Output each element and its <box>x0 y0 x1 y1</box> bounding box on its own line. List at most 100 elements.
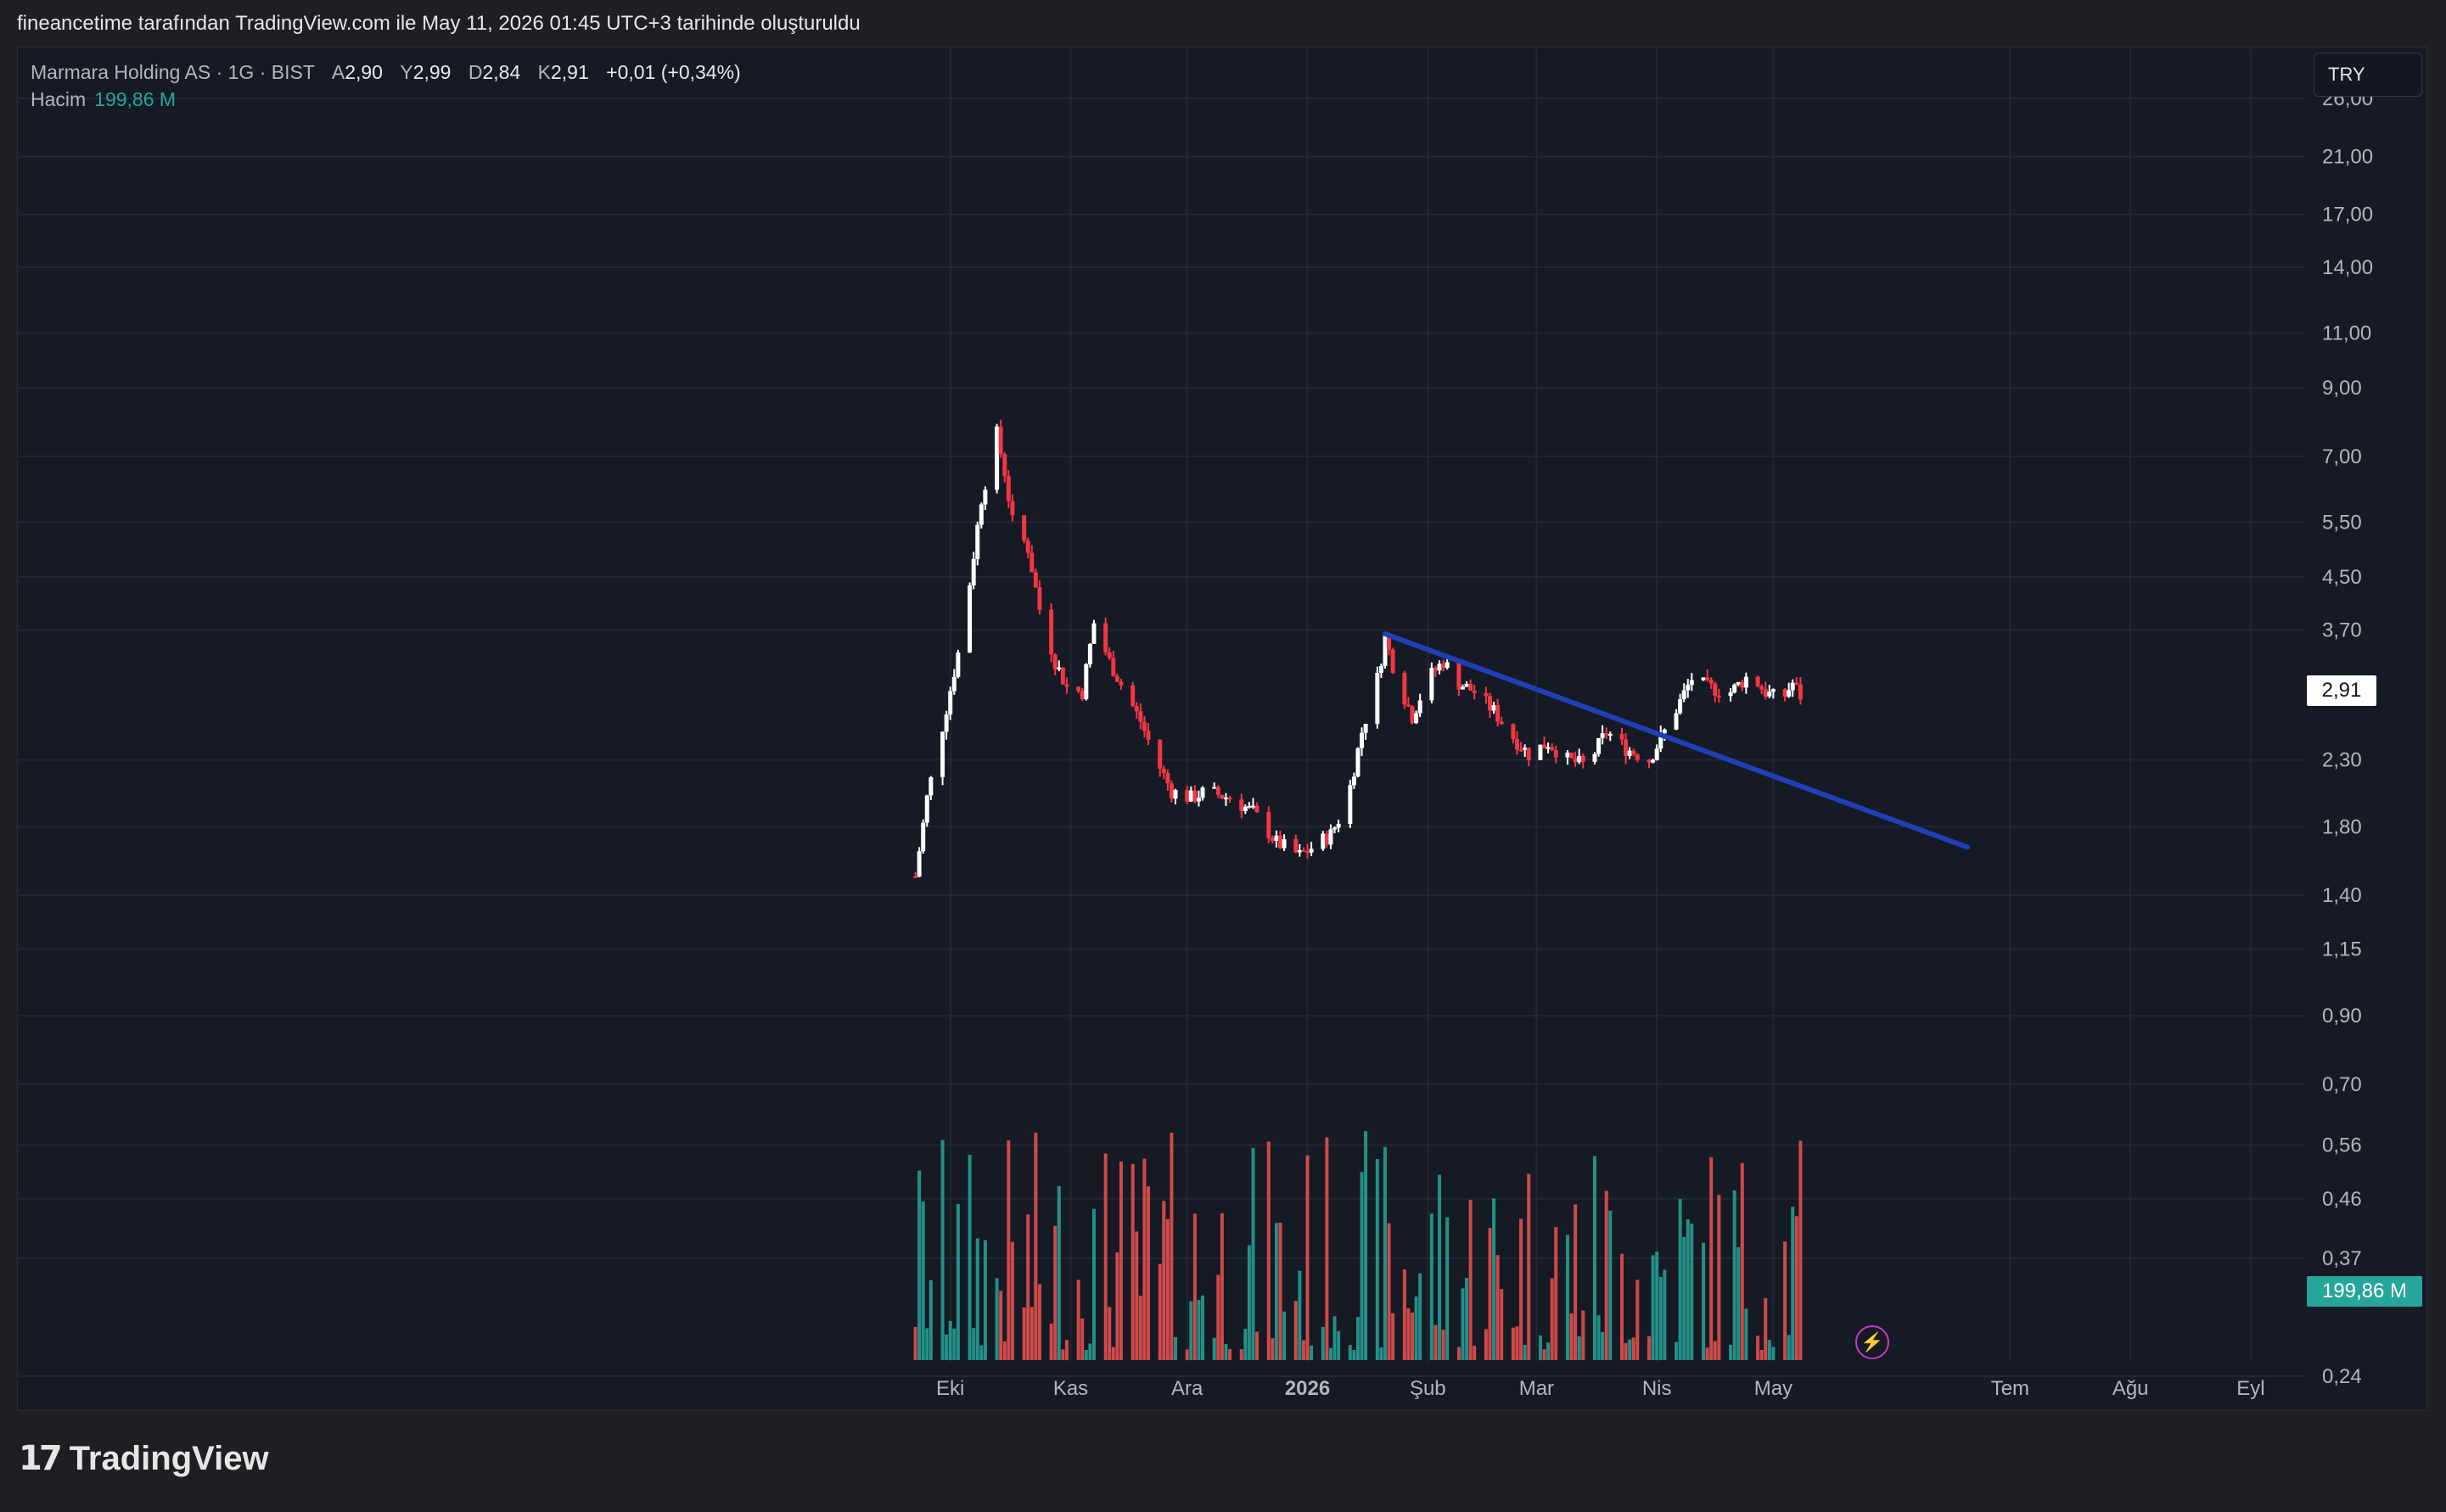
volume-bar <box>1037 1284 1041 1360</box>
volume-bar <box>1414 1296 1418 1360</box>
volume-bar <box>1438 1174 1442 1360</box>
symbol-legend: Marmara Holding AS · 1G · BIST A2,90 Y2,… <box>31 61 741 84</box>
volume-bar <box>983 1240 987 1360</box>
volume-bar <box>1791 1207 1795 1360</box>
volume-bar <box>1581 1310 1585 1360</box>
volume-bar <box>1740 1162 1744 1360</box>
volume-bar <box>1732 1190 1736 1360</box>
candle-body <box>1305 851 1310 854</box>
candle-body <box>1437 664 1442 671</box>
volume-bar <box>1337 1330 1341 1360</box>
volume-label[interactable]: Hacim <box>31 88 87 110</box>
tradingview-logo[interactable]: 17 TradingView <box>19 1439 269 1478</box>
volume-bar <box>1663 1269 1667 1360</box>
volume-bar <box>1274 1223 1278 1360</box>
volume-bar <box>1298 1270 1302 1360</box>
volume-bar <box>913 1326 917 1360</box>
candle-body <box>1678 699 1683 714</box>
volume-bar <box>925 1328 929 1360</box>
candle-body <box>1378 665 1383 673</box>
volume-bar <box>999 1291 1003 1360</box>
candle-body <box>1321 833 1326 849</box>
volume-bar <box>1631 1337 1635 1360</box>
volume-bar <box>1542 1349 1546 1360</box>
volume-bar <box>1115 1252 1119 1360</box>
volume-bar <box>1402 1269 1406 1360</box>
y-tick-label: 0,24 <box>2322 1365 2362 1388</box>
candle-body <box>1484 692 1489 697</box>
x-tick-label: 2026 <box>1285 1377 1330 1400</box>
candle-body <box>951 676 957 692</box>
volume-bar <box>1658 1276 1663 1360</box>
candle-body <box>917 851 922 877</box>
chart-caption: fineancetime tarafından TradingView.com … <box>17 12 861 35</box>
candle-body <box>1511 724 1516 740</box>
candle-body <box>1713 683 1718 696</box>
candle-body <box>1076 686 1081 692</box>
candle-body <box>1402 673 1407 705</box>
volume-bar <box>1010 1241 1014 1360</box>
volume-bar <box>1379 1347 1383 1360</box>
chart-pane[interactable] <box>17 47 2427 1411</box>
candle-body <box>1464 683 1469 687</box>
candle-body <box>1627 750 1632 756</box>
candle-body <box>1119 681 1124 686</box>
volume-bar <box>1647 1336 1652 1360</box>
candle-body <box>1592 753 1597 762</box>
y-tick-label: 4,50 <box>2322 566 2362 589</box>
candle-body <box>1006 476 1011 501</box>
volume-bar <box>1328 1347 1332 1360</box>
y-tick-label: 5,50 <box>2322 511 2362 534</box>
low-value: 2,84 <box>482 61 521 83</box>
volume-bar <box>1519 1218 1523 1360</box>
currency-button[interactable]: TRY <box>2314 53 2422 97</box>
volume-bar <box>1007 1140 1011 1360</box>
volume-bar <box>1158 1263 1162 1360</box>
x-tick-label: May <box>1754 1377 1792 1400</box>
candle-body <box>1647 759 1652 763</box>
candle-body <box>1619 734 1624 740</box>
candle-body <box>1336 824 1341 828</box>
candle-body <box>1553 750 1558 758</box>
candle-body <box>983 490 988 505</box>
candle-body <box>1250 805 1255 808</box>
candle-body <box>1472 690 1477 693</box>
volume-bar <box>1247 1245 1251 1360</box>
volume-bar <box>928 1280 933 1360</box>
volume-bar <box>952 1328 957 1360</box>
volume-bar <box>1352 1349 1356 1360</box>
close-value: 2,91 <box>550 61 589 83</box>
high-value: 2,99 <box>412 61 452 83</box>
candle-body <box>1301 849 1306 852</box>
candle-body <box>1604 733 1609 736</box>
y-tick-label: 0,90 <box>2322 1005 2362 1028</box>
candle-body <box>1383 636 1388 666</box>
bolt-icon[interactable]: ⚡ <box>1855 1325 1889 1359</box>
volume-bar <box>1266 1141 1271 1360</box>
candle-body <box>1651 759 1656 763</box>
candle-body <box>1080 691 1085 700</box>
volume-bar <box>1002 1341 1007 1360</box>
candle-body <box>1025 540 1030 553</box>
volume-bar <box>1212 1337 1216 1360</box>
volume-bar <box>972 1328 976 1360</box>
y-tick-label: 2,30 <box>2322 749 2362 772</box>
symbol-name[interactable]: Marmara Holding AS · 1G · BIST <box>31 61 315 83</box>
candle-body <box>1200 787 1205 798</box>
volume-bar <box>1546 1342 1551 1360</box>
volume-bar <box>1577 1336 1581 1360</box>
volume-bar <box>975 1238 979 1360</box>
candle-body <box>1363 724 1368 733</box>
candle-body <box>1445 662 1450 669</box>
volume-bar <box>1686 1218 1690 1360</box>
x-tick-label: Eki <box>936 1377 964 1400</box>
open-value: 2,90 <box>345 61 383 83</box>
candle-body <box>1165 773 1170 784</box>
candle-body <box>1158 739 1163 769</box>
volume-bar <box>1220 1212 1224 1360</box>
volume-bar <box>1061 1349 1065 1360</box>
volume-bar <box>968 1154 972 1360</box>
candle-body <box>1635 754 1640 760</box>
candle-body <box>928 777 934 796</box>
